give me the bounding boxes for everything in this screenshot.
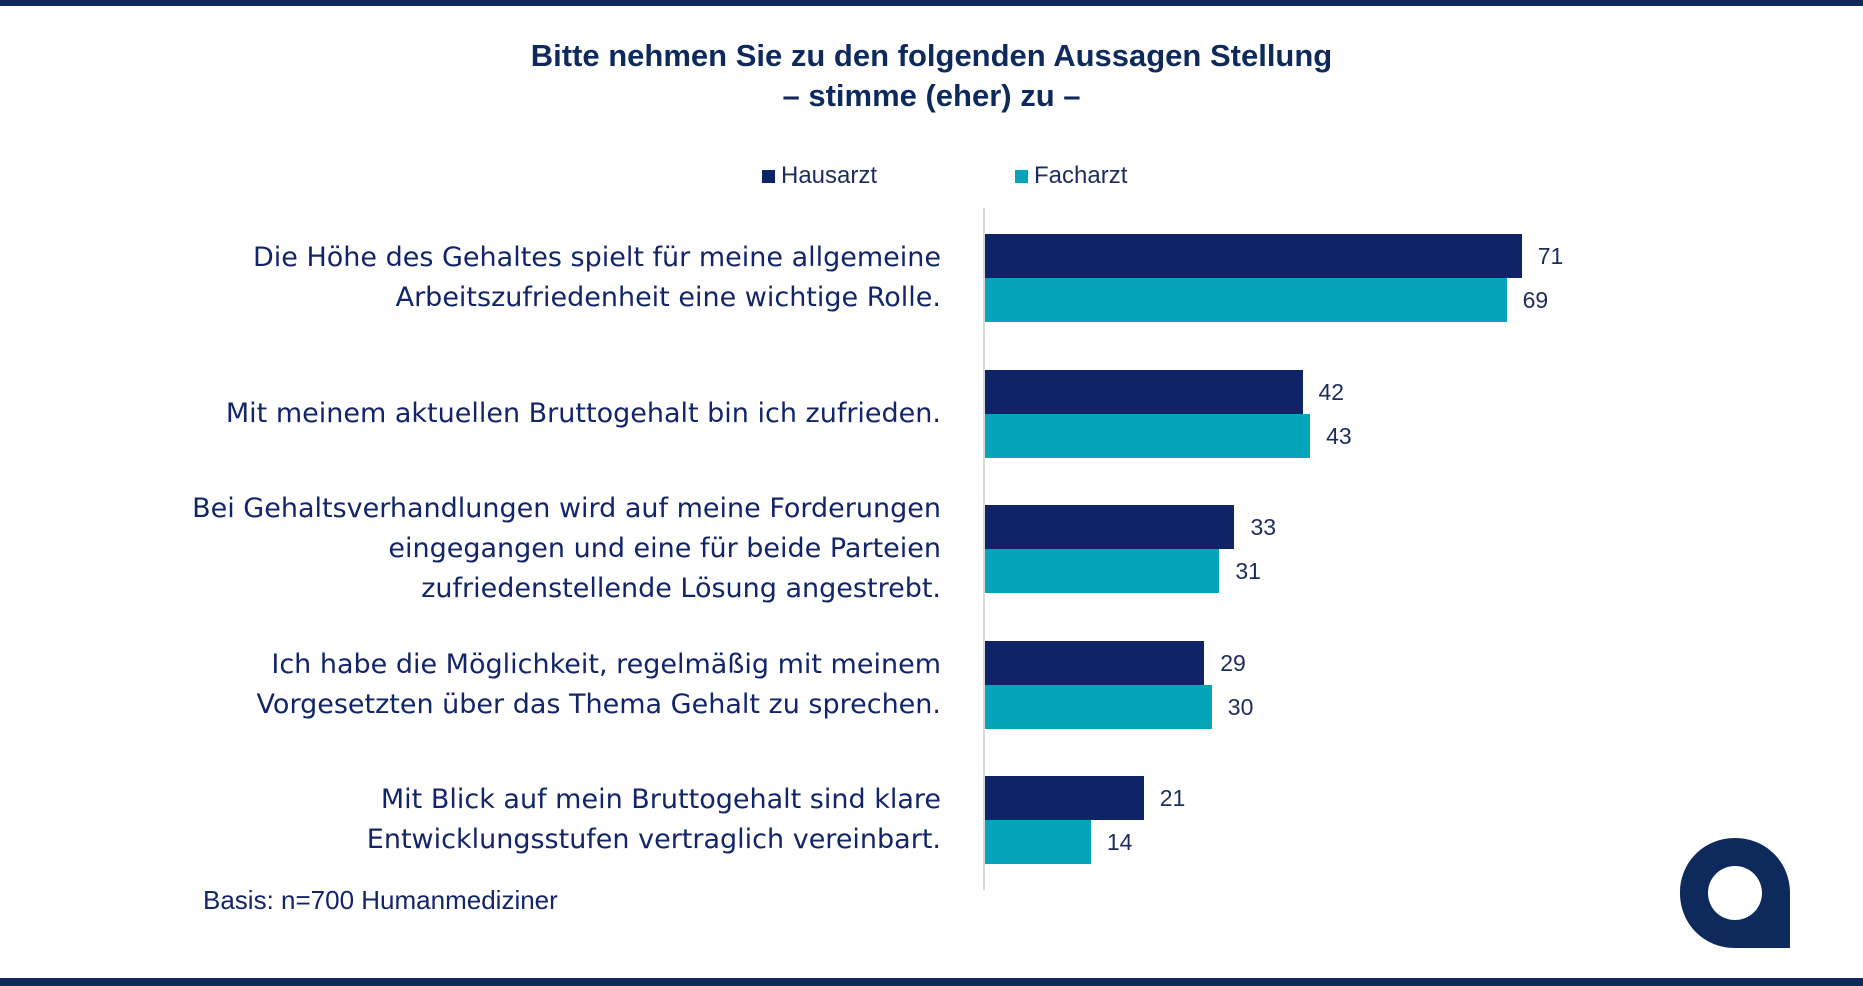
category-label-moeglichkeit-sprechen: Ich habe die Möglichkeit, regelmäßig mit…	[181, 645, 941, 725]
bar-facharzt-moeglichkeit-sprechen	[985, 685, 1212, 729]
bar-hausarzt-gehaltsverhandlungen	[985, 505, 1235, 549]
legend-label-facharzt: Facharzt	[1034, 162, 1128, 189]
value-label-hausarzt-gehaltsverhandlungen: 33	[1250, 514, 1277, 540]
category-label-gehalt-rolle: Die Höhe des Gehaltes spielt für meine a…	[181, 238, 941, 318]
category-label-entwicklungsstufen: Mit Blick auf mein Bruttogehalt sind kla…	[181, 780, 941, 860]
category-label-line: zufriedenstellende Lösung angestrebt.	[421, 573, 941, 604]
bar-hausarzt-moeglichkeit-sprechen	[985, 641, 1205, 685]
legend-swatch-facharzt	[1015, 169, 1028, 183]
brand-logo-icon	[1680, 838, 1790, 948]
value-label-facharzt-moeglichkeit-sprechen: 30	[1227, 694, 1254, 720]
bar-facharzt-gehaltsverhandlungen	[985, 549, 1220, 593]
category-label-line: Ich habe die Möglichkeit, regelmäßig mit…	[271, 649, 941, 680]
legend-swatch-hausarzt	[762, 169, 775, 183]
legend-item-facharzt: Facharzt	[1015, 162, 1127, 190]
category-axis-line	[983, 208, 985, 890]
category-label-bruttogehalt-zufrieden: Mit meinem aktuellen Bruttogehalt bin ic…	[181, 394, 941, 434]
bar-facharzt-bruttogehalt-zufrieden	[985, 414, 1311, 458]
chart-title: Bitte nehmen Sie zu den folgenden Aussag…	[530, 38, 1333, 73]
bar-hausarzt-gehalt-rolle	[985, 234, 1522, 278]
category-label-line: Bei Gehaltsverhandlungen wird auf meine …	[192, 493, 941, 524]
category-label-gehaltsverhandlungen: Bei Gehaltsverhandlungen wird auf meine …	[181, 489, 941, 609]
category-label-line: Entwicklungsstufen vertraglich vereinbar…	[366, 824, 941, 855]
value-label-facharzt-gehalt-rolle: 69	[1522, 287, 1549, 313]
value-label-hausarzt-moeglichkeit-sprechen: 29	[1220, 650, 1246, 676]
category-label-line: Die Höhe des Gehaltes spielt für meine a…	[253, 242, 941, 273]
legend-item-hausarzt: Hausarzt	[762, 162, 877, 190]
value-label-hausarzt-bruttogehalt-zufrieden: 42	[1318, 379, 1345, 405]
category-label-line: eingegangen und eine für beide Parteien	[388, 533, 941, 564]
value-label-facharzt-entwicklungsstufen: 14	[1106, 829, 1133, 855]
value-label-hausarzt-entwicklungsstufen: 21	[1159, 785, 1186, 811]
category-label-line: Mit Blick auf mein Bruttogehalt sind kla…	[380, 784, 941, 815]
bar-hausarzt-entwicklungsstufen	[985, 776, 1144, 820]
bar-facharzt-entwicklungsstufen	[985, 820, 1091, 864]
value-label-facharzt-gehaltsverhandlungen: 31	[1235, 558, 1261, 584]
category-label-line: Vorgesetzten über das Thema Gehalt zu sp…	[256, 689, 941, 720]
bottom-border	[0, 978, 1863, 986]
category-label-line: Mit meinem aktuellen Bruttogehalt bin ic…	[225, 398, 941, 429]
legend-label-hausarzt: Hausarzt	[781, 162, 878, 189]
value-label-facharzt-bruttogehalt-zufrieden: 43	[1326, 423, 1352, 449]
bar-facharzt-gehalt-rolle	[985, 278, 1507, 322]
value-label-hausarzt-gehalt-rolle: 71	[1537, 243, 1564, 269]
footnote-basis: Basis: n=700 Humanmediziner	[203, 885, 558, 915]
bar-hausarzt-bruttogehalt-zufrieden	[985, 370, 1303, 414]
category-label-line: Arbeitszufriedenheit eine wichtige Rolle…	[395, 282, 941, 313]
top-border	[0, 0, 1863, 6]
chart-subtitle: – stimme (eher) zu –	[782, 78, 1081, 113]
